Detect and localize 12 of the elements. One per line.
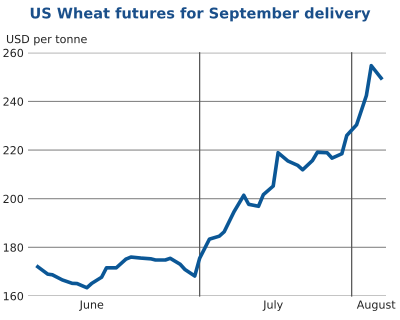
y-tick-label: 240 (3, 97, 24, 106)
x-tick-label: July (262, 300, 283, 311)
chart-title: US Wheat futures for September delivery (30, 7, 370, 22)
y-tick-label: 200 (3, 194, 24, 204)
x-tick-label: August (356, 300, 396, 311)
y-tick-label: 180 (4, 243, 24, 252)
line-series (36, 64, 383, 290)
y-tick-label: 260 (3, 48, 24, 58)
y-axis-title: USD per tonne (6, 34, 87, 46)
y-tick-label: 160 (4, 292, 24, 300)
y-tick-label: 220 (3, 146, 24, 154)
x-tick-label: June (79, 300, 104, 311)
